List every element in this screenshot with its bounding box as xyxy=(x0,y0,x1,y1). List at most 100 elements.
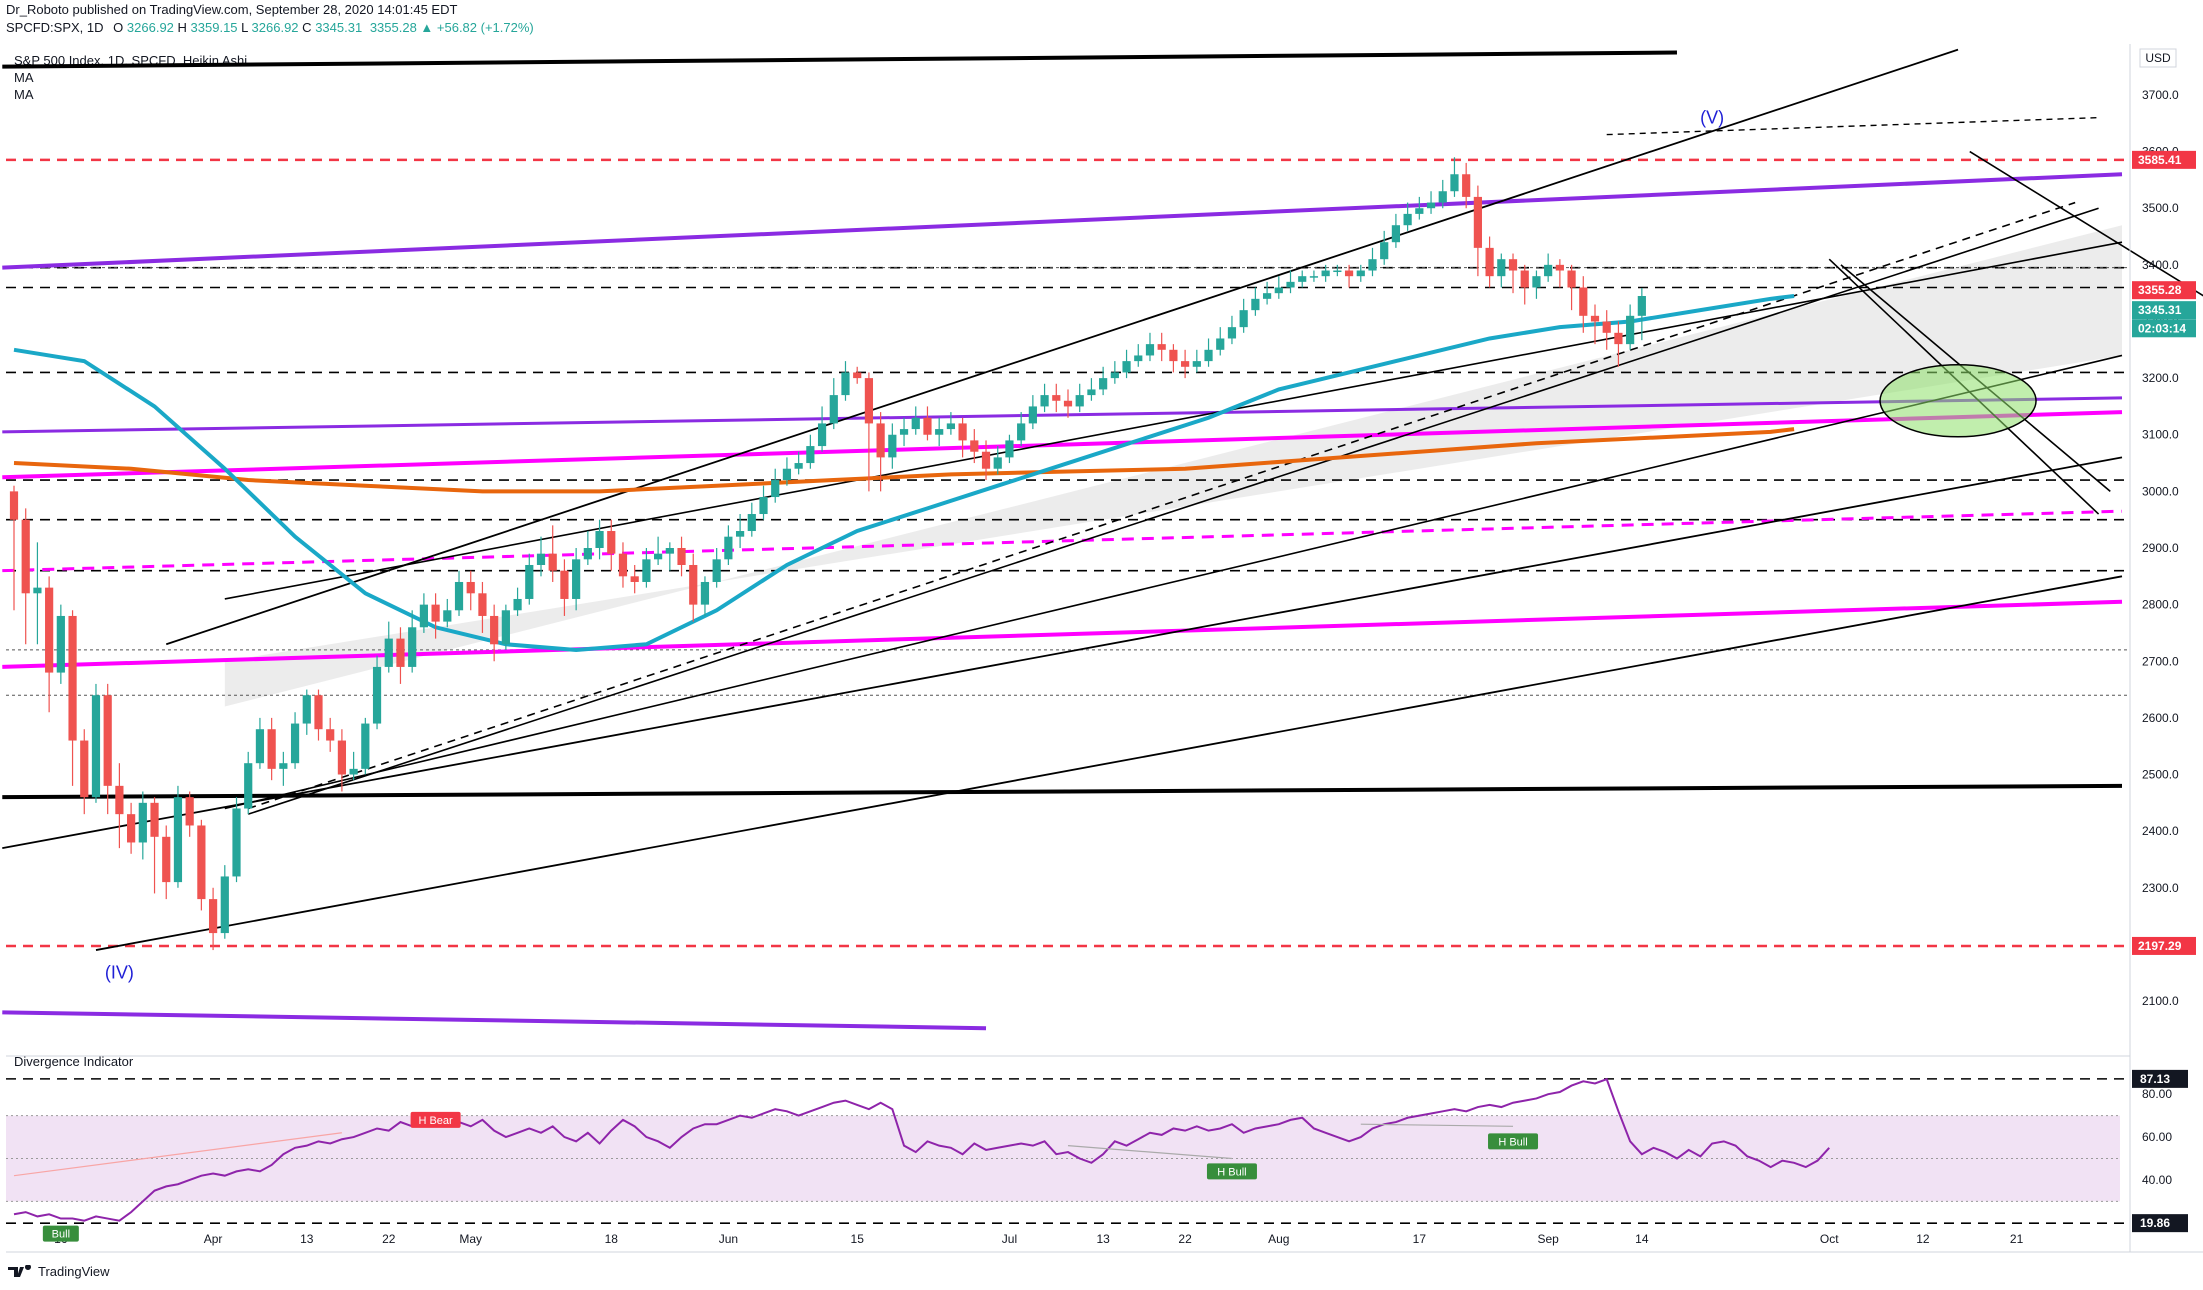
candle-body xyxy=(1181,361,1190,367)
falling-wedge-lower xyxy=(1969,150,2203,297)
candle-body xyxy=(173,797,183,883)
candle-body xyxy=(829,395,838,424)
candle-body xyxy=(127,814,136,843)
candle-body xyxy=(220,876,229,934)
bull-divergence-guide xyxy=(1067,1145,1233,1160)
candle-body xyxy=(1075,395,1084,407)
candle-body xyxy=(759,497,768,515)
candle-body xyxy=(1145,344,1155,356)
price-badge-label: 3355.28 xyxy=(2138,283,2182,297)
signal-badge-label: H Bear xyxy=(418,1115,453,1127)
tradingview-brand[interactable]: TradingView xyxy=(6,1264,110,1279)
candle-body xyxy=(361,723,370,769)
steep-channel-upper xyxy=(165,48,1959,646)
candle-body xyxy=(1063,400,1073,407)
price-badge xyxy=(2132,150,2196,169)
candle-body xyxy=(841,372,850,396)
candle-body xyxy=(408,627,417,667)
currency-label: USD xyxy=(2145,51,2171,65)
price-badge xyxy=(2132,281,2196,300)
candle-body xyxy=(911,417,920,430)
candle-body xyxy=(548,553,557,571)
candle-body xyxy=(150,802,159,837)
candle-body xyxy=(935,429,944,435)
x-tick-label: 15 xyxy=(851,1232,865,1246)
candle-body xyxy=(1309,276,1319,278)
candle-body xyxy=(806,446,815,464)
ohlc-o-label: O xyxy=(113,20,124,35)
candle-body xyxy=(1099,378,1108,390)
y-tick-label: 2500.0 xyxy=(2142,768,2179,782)
candle-body xyxy=(290,723,300,764)
candle-body xyxy=(1344,270,1354,277)
candle-body xyxy=(747,514,756,532)
x-tick-label: Oct xyxy=(1820,1232,1839,1246)
candle-body xyxy=(1286,281,1295,288)
price-badge xyxy=(2132,319,2196,338)
x-tick-label: 22 xyxy=(382,1232,396,1246)
candle-body xyxy=(326,729,335,741)
y-tick-label: 2900.0 xyxy=(2142,541,2179,555)
candle-body xyxy=(1087,389,1096,396)
y-tick-label: 3500.0 xyxy=(2142,201,2179,215)
candle-body xyxy=(1157,344,1166,350)
candle-body xyxy=(864,378,874,424)
uptrend-line-2 xyxy=(2,456,2123,850)
candle-body xyxy=(115,785,124,815)
symbol-label: SPCFD:SPX, 1D xyxy=(6,20,104,35)
candle-body xyxy=(349,768,358,775)
candle-body xyxy=(443,610,452,622)
indicator-tick-label: 40.00 xyxy=(2142,1173,2172,1187)
magenta-channel-lower xyxy=(2,599,2123,669)
candle-body xyxy=(1298,276,1307,282)
y-tick-label: 3000.0 xyxy=(2142,484,2179,498)
candle-body xyxy=(525,564,534,599)
candle-body xyxy=(1040,395,1049,407)
candle-body xyxy=(970,440,979,452)
candle-body xyxy=(1590,315,1600,322)
tradingview-label: TradingView xyxy=(38,1264,110,1279)
regression-channel-band xyxy=(224,225,2122,707)
candle-body xyxy=(642,559,651,582)
symbol-ohlc-row: SPCFD:SPX, 1D O 3266.92 H 3359.15 L 3266… xyxy=(6,20,534,35)
candle-body xyxy=(279,763,288,769)
ohlc-c-label: C xyxy=(302,20,312,35)
ohlc-h-label: H xyxy=(177,20,187,35)
purple-lower-line xyxy=(2,1010,987,1031)
candle-body xyxy=(665,548,674,554)
ohlc-o-value: 3266.92 xyxy=(126,20,174,35)
bear-divergence-guide xyxy=(13,1132,342,1177)
candle-body xyxy=(1403,213,1412,226)
candle-body xyxy=(1532,276,1541,288)
magenta-dashed-mid xyxy=(2,509,2123,573)
candle-body xyxy=(1192,361,1201,367)
candle-body xyxy=(1017,423,1026,441)
candle-body xyxy=(1426,202,1436,209)
ohlc-h-value: 3359.15 xyxy=(190,20,238,35)
candle-body xyxy=(1251,298,1260,311)
candle-body xyxy=(1169,349,1178,362)
candle-body xyxy=(162,836,171,883)
candle-body xyxy=(583,548,592,560)
x-tick-label: Jul xyxy=(1002,1232,1017,1246)
y-tick-label: 2400.0 xyxy=(2142,824,2179,838)
candle-body xyxy=(208,899,218,934)
y-tick-label: 3100.0 xyxy=(2142,428,2179,442)
candle-body xyxy=(1321,270,1330,277)
y-tick-label: 2100.0 xyxy=(2142,994,2179,1008)
dashed-projection-line xyxy=(1606,116,2099,136)
candle-body xyxy=(232,808,241,877)
candle-body xyxy=(314,695,323,730)
x-tick-label: Jun xyxy=(719,1232,738,1246)
ohlc-c-value: 3345.31 xyxy=(315,20,363,35)
magenta-channel-upper xyxy=(2,410,2123,480)
indicator-tick-label: 60.00 xyxy=(2142,1130,2172,1144)
indicator-tick-label: 80.00 xyxy=(2142,1087,2172,1101)
x-tick-label: 21 xyxy=(2010,1232,2024,1246)
currency-box xyxy=(2139,48,2177,68)
candle-body xyxy=(1626,315,1635,345)
y-tick-label: 3400.0 xyxy=(2142,258,2179,272)
candle-body xyxy=(923,417,932,435)
candle-body xyxy=(466,581,475,594)
